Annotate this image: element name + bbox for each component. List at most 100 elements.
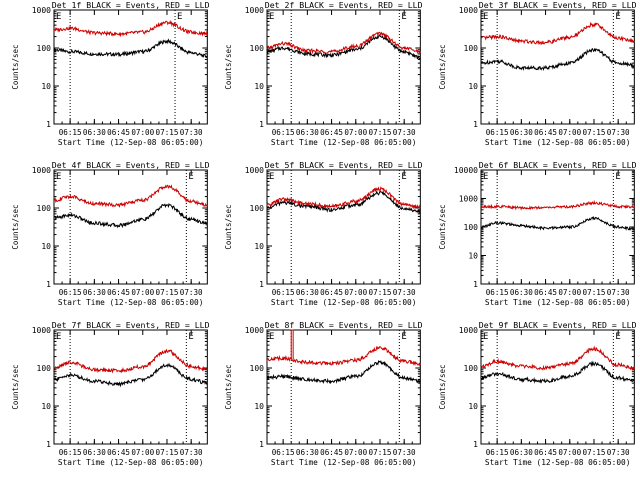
panel-det-8: Det 8f BLACK = Events, RED = LLD 1 10 100 10…: [224, 320, 423, 467]
e-marker-label: E: [56, 332, 61, 342]
x-tick-label: 06:15: [59, 128, 82, 137]
y-axis-label: Counts/sec: [438, 204, 447, 249]
e-marker-label: E: [56, 172, 61, 182]
chart-title: Det 3f BLACK = Events, RED = LLD: [479, 0, 637, 10]
e-marker-label: E: [188, 332, 193, 342]
x-axis-label: Start Time (12-Sep-08 06:05:00): [58, 458, 204, 467]
x-tick-label: 06:15: [272, 448, 295, 457]
y-tick-label: 100: [250, 44, 265, 53]
x-tick-label: 06:45: [107, 288, 130, 297]
series-lld-line: [266, 345, 421, 367]
y-tick-label: 10000: [454, 166, 478, 175]
series-events-line: [266, 189, 421, 215]
x-tick-label: 07:15: [156, 128, 179, 137]
y-tick-label: 1: [259, 280, 264, 289]
y-tick-label: 1: [473, 280, 478, 289]
x-tick-label: 07:00: [131, 288, 154, 297]
x-tick-label: 07:15: [369, 288, 392, 297]
chart-title: Det 5f BLACK = Events, RED = LLD: [265, 160, 423, 170]
series-lld-line: [266, 31, 421, 55]
chart-title: Det 7f BLACK = Events, RED = LLD: [52, 320, 210, 330]
series-events-line: [53, 202, 208, 229]
x-tick-label: 07:00: [344, 288, 367, 297]
e-marker-label: E: [177, 12, 182, 22]
y-tick-label: 100: [37, 44, 52, 53]
e-marker-label: E: [401, 172, 406, 182]
y-tick-label: 100: [37, 364, 52, 373]
y-tick-label: 100: [464, 44, 479, 53]
panel-det-6: Det 6f BLACK = Events, RED = LLD 1 10 100 10…: [438, 160, 637, 307]
e-marker-label: E: [269, 12, 274, 22]
x-tick-label: 07:15: [583, 448, 606, 457]
series-lld-line: [480, 345, 635, 371]
chart-title: Det 2f BLACK = Events, RED = LLD: [265, 0, 423, 10]
y-tick-label: 10: [468, 252, 478, 261]
x-tick-label: 07:15: [583, 128, 606, 137]
e-marker-label: E: [615, 12, 620, 22]
x-axis-label: Start Time (12-Sep-08 06:05:00): [271, 298, 417, 307]
chart-title: Det 6f BLACK = Events, RED = LLD: [479, 160, 637, 170]
y-tick-label: 10: [41, 242, 51, 251]
chart-title: Det 9f BLACK = Events, RED = LLD: [479, 320, 637, 330]
y-tick-label: 1000: [32, 6, 51, 15]
x-tick-label: 06:30: [510, 288, 533, 297]
x-tick-label: 07:30: [393, 448, 416, 457]
y-tick-label: 10: [254, 242, 264, 251]
x-tick-label: 06:30: [83, 128, 106, 137]
y-axis-label: Counts/sec: [224, 364, 233, 409]
x-tick-label: 07:15: [156, 448, 179, 457]
y-tick-label: 10: [468, 402, 478, 411]
y-axis-label: Counts/sec: [224, 204, 233, 249]
y-tick-label: 100: [250, 204, 265, 213]
x-tick-label: 07:30: [180, 288, 203, 297]
y-tick-label: 10: [41, 82, 51, 91]
y-tick-label: 10: [41, 402, 51, 411]
plot-frame: [266, 9, 421, 125]
chart-title: Det 4f BLACK = Events, RED = LLD: [52, 160, 210, 170]
y-tick-label: 1: [473, 440, 478, 449]
y-tick-label: 100: [464, 364, 479, 373]
panel-det-4: Det 4f BLACK = Events, RED = LLD 1 10 100 10…: [11, 160, 210, 307]
panel-det-9: Det 9f BLACK = Events, RED = LLD 1 10 100 10…: [438, 320, 637, 467]
series-events-line: [266, 359, 421, 385]
plot-frame: [53, 329, 208, 445]
x-tick-label: 06:45: [107, 128, 130, 137]
e-marker-label: E: [483, 12, 488, 22]
x-axis-label: Start Time (12-Sep-08 06:05:00): [58, 298, 204, 307]
x-tick-label: 07:30: [607, 448, 630, 457]
panel-det-3: Det 3f BLACK = Events, RED = LLD 1 10 100 10…: [438, 0, 637, 147]
series-events-line: [267, 34, 421, 61]
x-tick-label: 06:15: [59, 448, 82, 457]
x-axis-label: Start Time (12-Sep-08 06:05:00): [271, 138, 417, 147]
x-tick-label: 06:30: [83, 448, 106, 457]
x-tick-label: 07:30: [393, 128, 416, 137]
plot-frame: [266, 169, 421, 285]
x-tick-label: 06:45: [534, 288, 557, 297]
x-tick-label: 06:30: [83, 288, 106, 297]
x-tick-label: 07:30: [607, 128, 630, 137]
y-axis-label: Counts/sec: [11, 204, 20, 249]
y-tick-label: 1000: [245, 166, 264, 175]
plot-frame: [480, 329, 635, 445]
y-tick-label: 1: [46, 280, 51, 289]
y-axis-label: Counts/sec: [438, 44, 447, 89]
series-lld-line: [480, 199, 635, 211]
y-tick-label: 100: [37, 204, 52, 213]
y-tick-label: 1: [473, 120, 478, 129]
e-marker-label: E: [615, 172, 620, 182]
x-tick-label: 07:00: [131, 448, 154, 457]
x-tick-label: 06:15: [486, 128, 509, 137]
series-events-line: [481, 47, 635, 71]
x-tick-label: 06:15: [486, 288, 509, 297]
e-marker-label: E: [56, 12, 61, 22]
x-axis-label: Start Time (12-Sep-08 06:05:00): [485, 138, 631, 147]
x-tick-label: 06:45: [107, 448, 130, 457]
e-marker-label: E: [615, 332, 620, 342]
panel-det-1: Det 1f BLACK = Events, RED = LLD 1 10 100 10…: [11, 0, 210, 147]
chart-title: Det 1f BLACK = Events, RED = LLD: [52, 0, 210, 10]
y-tick-label: 1: [259, 120, 264, 129]
plot-frame: [53, 169, 208, 285]
y-tick-label: 1000: [32, 326, 51, 335]
e-marker-label: E: [401, 12, 406, 22]
